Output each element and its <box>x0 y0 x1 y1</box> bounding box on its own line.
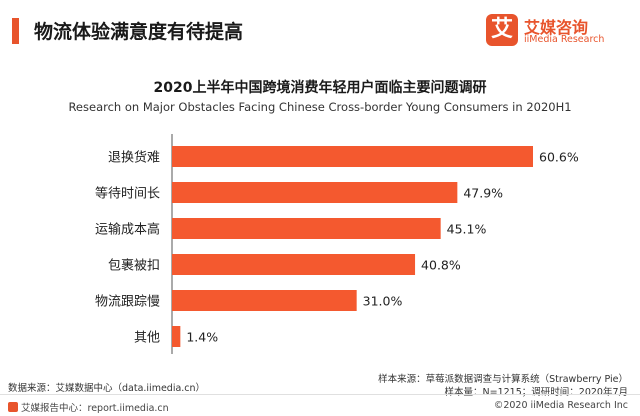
logo-name-cn: 艾媒咨询 <box>524 18 589 37</box>
chart-subtitle: Research on Major Obstacles Facing Chine… <box>68 100 572 114</box>
sample-source: 样本来源：草莓派数据调查与计算系统（Strawberry Pie） <box>378 374 628 385</box>
bar <box>172 146 533 167</box>
logo-name-en: iiMedia Research <box>524 34 605 45</box>
category-label: 运输成本高 <box>95 222 160 238</box>
category-label: 包裹被扣 <box>108 259 160 274</box>
category-label: 退换货难 <box>108 150 160 166</box>
footer-report-center: 艾媒报告中心：report.iimedia.cn <box>8 400 169 414</box>
header: 物流体验满意度有待提高 艾 艾媒咨询 iiMedia Research <box>0 0 640 56</box>
header-accent-bar <box>12 18 19 44</box>
bar <box>172 254 416 275</box>
value-label: 45.1% <box>447 222 487 237</box>
sample-size: 样本量：N=1215；调研时间：2020年7月 <box>444 387 628 398</box>
brand-logo: 艾 艾媒咨询 iiMedia Research <box>486 8 626 52</box>
page-title: 物流体验满意度有待提高 <box>34 21 244 43</box>
bar <box>172 182 458 203</box>
logo-icon: 艾 <box>486 14 518 46</box>
value-label: 40.8% <box>421 258 461 273</box>
report-center-icon <box>8 402 18 412</box>
chart-title: 2020上半年中国跨境消费年轻用户面临主要问题调研 <box>153 80 487 96</box>
bar <box>172 218 441 239</box>
value-label: 1.4% <box>186 330 218 345</box>
footer-report-text: 艾媒报告中心：report.iimedia.cn <box>21 403 169 414</box>
value-label: 31.0% <box>363 294 403 309</box>
value-label: 47.9% <box>463 186 503 201</box>
bar-chart: 退换货难 60.6% 等待时间长 47.9% 运输成本高 45.1% 包裹被扣 40.8% 物流… <box>95 134 579 354</box>
footer-divider <box>0 394 640 395</box>
bar <box>172 326 181 347</box>
bar <box>172 290 357 311</box>
footer-copyright: ©2020 iiMedia Research Inc <box>493 400 628 411</box>
category-label: 物流跟踪慢 <box>95 294 160 310</box>
value-label: 60.6% <box>539 150 579 165</box>
category-label: 其他 <box>134 331 160 346</box>
data-source: 数据来源：艾媒数据中心（data.iimedia.cn） <box>8 383 206 394</box>
category-label: 等待时间长 <box>95 186 160 202</box>
